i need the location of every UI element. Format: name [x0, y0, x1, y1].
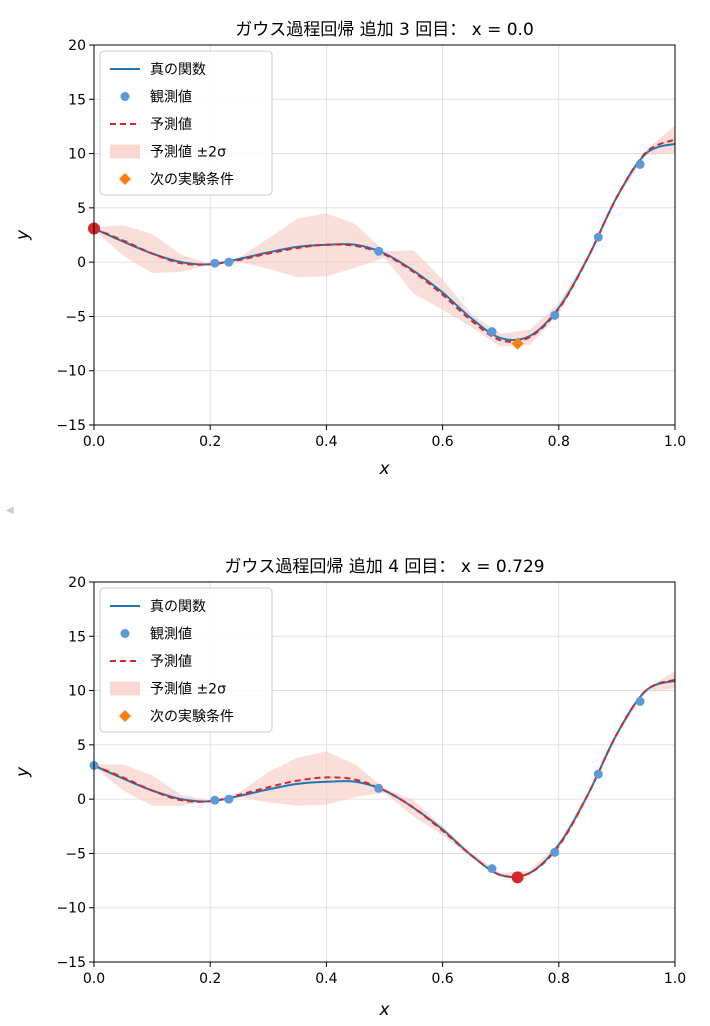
- y-tick-label: 0: [77, 792, 86, 808]
- legend-swatch-observed: [120, 92, 130, 101]
- x-tick-label: 0.0: [83, 971, 105, 987]
- y-axis-title: y: [13, 229, 33, 241]
- y-tick-label: −15: [56, 955, 86, 971]
- observed-point: [487, 327, 497, 337]
- observed-point: [550, 847, 560, 857]
- y-tick-label: 20: [68, 38, 86, 54]
- chart-add-3: 0.0 0.2 0.4 0.6 0.8 1.0 −15 −10 −5 0 5 10 15 20 ガウス過程回…: [13, 20, 686, 479]
- legend-swatch-band: [110, 144, 140, 159]
- y-tick-label: −10: [56, 364, 86, 380]
- legend-label: 真の関数: [150, 62, 206, 78]
- x-tick-label: 0.8: [548, 434, 570, 450]
- x-tick-label: 1.0: [664, 434, 686, 450]
- observed-point: [224, 794, 234, 804]
- legend-label: 予測値: [150, 117, 192, 133]
- x-tick-label: 0.2: [199, 971, 221, 987]
- y-tick-label: 15: [68, 629, 86, 645]
- latest-observation-point: [511, 871, 524, 884]
- x-tick-label: 1.0: [664, 971, 686, 987]
- legend-label: 予測値 ±2σ: [150, 682, 226, 698]
- x-tick-label: 0.2: [199, 434, 221, 450]
- observed-point: [374, 783, 384, 793]
- legend-swatch-next: [119, 173, 131, 185]
- y-tick-label: 15: [68, 92, 86, 108]
- legend-box: [99, 50, 273, 196]
- plot-area: [94, 138, 675, 343]
- y-tick-label: 10: [68, 147, 86, 163]
- chart-title: ガウス過程回帰 追加 4 回目： x = 0.729: [224, 557, 544, 577]
- legend-label: 観測値: [150, 89, 192, 106]
- x-tick-label: 0.0: [83, 434, 105, 450]
- observed-point: [210, 258, 220, 268]
- legend-label: 予測値: [150, 654, 192, 670]
- observed-point: [224, 257, 234, 267]
- y-tick-label: −15: [56, 418, 86, 434]
- legend-label: 予測値 ±2σ: [150, 145, 226, 161]
- observed-point: [635, 696, 645, 706]
- legend-box: [99, 587, 273, 733]
- next-experiment-point: [511, 337, 524, 350]
- x-axis-title: x: [378, 1000, 390, 1020]
- chart-title: ガウス過程回帰 追加 3 回目： x = 0.0: [235, 20, 534, 40]
- predicted-line: [94, 138, 675, 343]
- y-tick-label: −5: [65, 309, 86, 325]
- observed-point: [635, 159, 645, 169]
- y-tick-label: 10: [68, 684, 86, 700]
- observed-point: [374, 246, 384, 256]
- y-axis-title: y: [13, 766, 33, 778]
- predicted-line: [94, 678, 675, 879]
- axes-frame: [93, 581, 676, 963]
- y-tick-label: 5: [77, 201, 86, 217]
- y-tick-label: 20: [68, 575, 86, 591]
- legend-swatch-observed: [120, 629, 130, 638]
- axes-frame: [93, 44, 676, 426]
- x-tick-label: 0.4: [315, 971, 337, 987]
- legend-swatch-band: [110, 681, 140, 696]
- x-tick-label: 0.6: [431, 434, 453, 450]
- legend-label: 次の実験条件: [150, 708, 234, 725]
- observed-point: [593, 769, 603, 779]
- y-tick-label: 5: [77, 738, 86, 754]
- x-tick-label: 0.8: [548, 971, 570, 987]
- observed-point: [487, 864, 497, 874]
- legend-swatch-next: [119, 710, 131, 722]
- y-tick-label: 0: [77, 255, 86, 271]
- observed-point: [210, 795, 220, 805]
- observed-point: [593, 232, 603, 242]
- x-tick-label: 0.6: [431, 971, 453, 987]
- legend-label: 次の実験条件: [150, 171, 234, 188]
- y-tick-label: −10: [56, 901, 86, 917]
- legend-label: 観測値: [150, 626, 192, 643]
- x-axis-title: x: [378, 459, 390, 479]
- plot-area: [94, 678, 675, 879]
- observed-point: [550, 310, 560, 320]
- legend-label: 真の関数: [150, 599, 206, 615]
- x-tick-label: 0.4: [315, 434, 337, 450]
- chart-add-4: 0.0 0.2 0.4 0.6 0.8 1.0 −15 −10 −5 0 5 10 15 20 ガウス過程回…: [13, 557, 686, 1020]
- scroll-marker-icon: ◀: [6, 505, 14, 516]
- y-tick-label: −5: [65, 846, 86, 862]
